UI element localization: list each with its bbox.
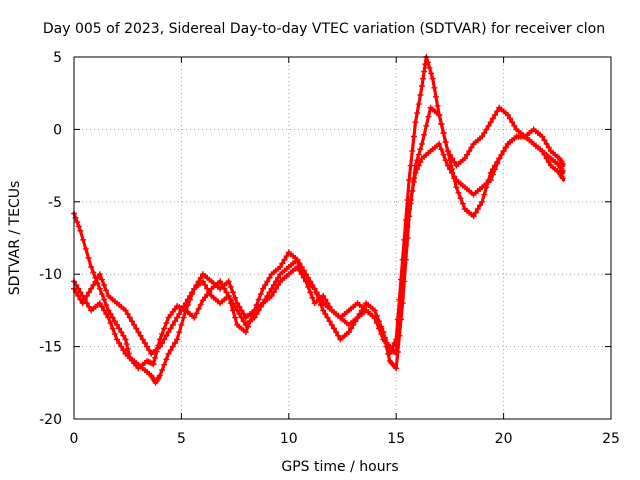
y-tick-label: -20 [39,412,62,428]
y-tick-label: 5 [53,50,62,66]
grid [74,57,611,419]
x-tick-label: 5 [177,431,186,447]
y-tick-label: -5 [48,195,62,211]
y-tick-label: 0 [53,122,62,138]
y-tick-label: -10 [39,267,62,283]
x-axis-label: GPS time / hours [281,459,398,475]
x-tick-label: 20 [495,431,513,447]
data-series [71,54,566,386]
y-axis-label: SDTVAR / TECUs [7,181,23,296]
x-tick-label: 25 [602,431,620,447]
series-line [72,55,566,370]
x-tick-label: 0 [70,431,79,447]
series-markers [71,54,566,372]
y-tick-label: -15 [39,340,62,356]
axis-ticks: 0 5 10 15 20 25 5 0 -5 -10 -15 -20 [39,50,620,447]
chart-title: Day 005 of 2023, Sidereal Day-to-day VTE… [43,21,605,37]
x-tick-label: 10 [280,431,298,447]
series-markers [71,133,566,357]
x-tick-label: 15 [387,431,405,447]
series-line [72,106,566,385]
plot-frame [73,56,612,420]
